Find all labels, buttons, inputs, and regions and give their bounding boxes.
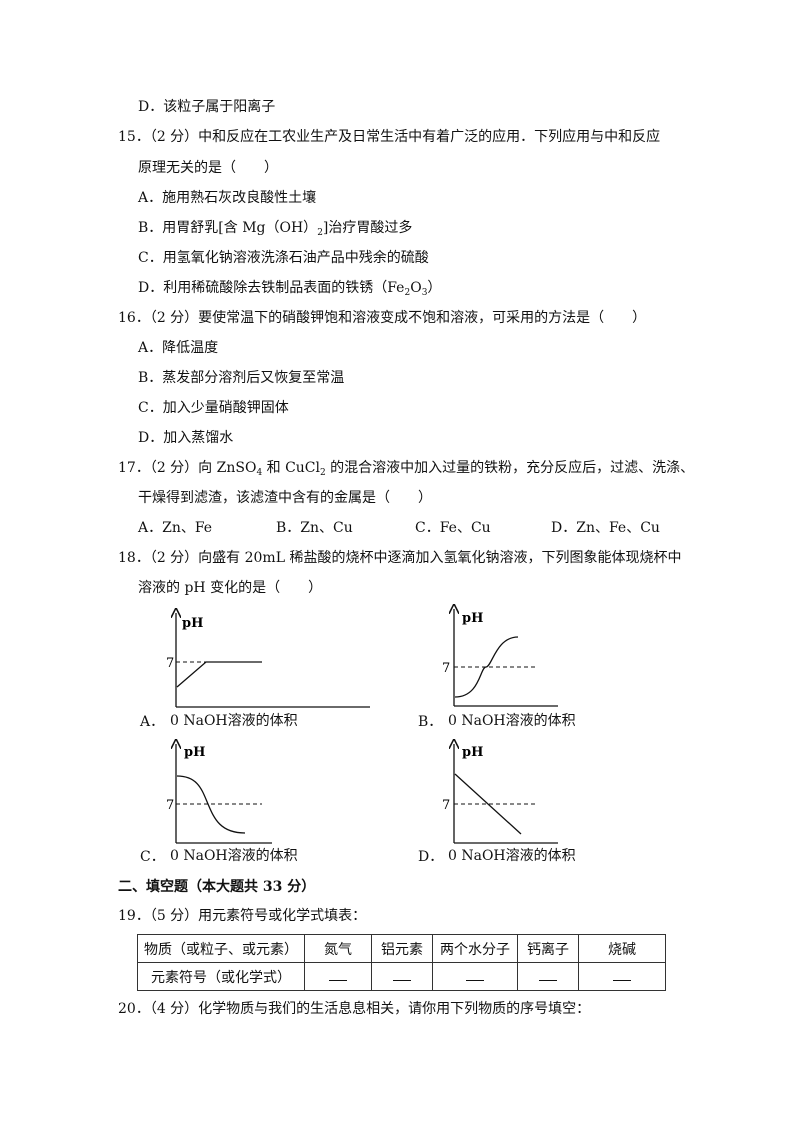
graph-c-xlabel: 0 NaOH溶液的体积	[170, 848, 298, 864]
q14-option-d: D．该粒子属于阳离子	[138, 99, 276, 115]
graph-b-svg: pH 7	[442, 605, 558, 707]
q19-table-header-row: 物质（或粒子、或元素） 氮气 铝元素 两个水分子 钙离子 烧碱	[137, 934, 666, 963]
graph-c-letter: C．	[140, 849, 165, 865]
graph-a-letter: A．	[140, 714, 165, 730]
q15-stem-line2: 原理无关的是（ ）	[138, 160, 278, 176]
q17-stem-line2: 干燥得到滤渣，该滤渣中含有的金属是（ ）	[138, 490, 432, 506]
graph-c-curve	[176, 775, 246, 834]
graph-d-letter: D．	[418, 849, 444, 865]
graph-a-xlabel: 0 NaOH溶液的体积	[170, 713, 298, 729]
q20-stem: 20．（4 分）化学物质与我们的生活息息相关，请你用下列物质的序号填空：	[118, 1001, 591, 1017]
q18-stem-line1: 18．（2 分）向盛有 20mL 稀盐酸的烧杯中逐滴加入氢氧化钠溶液，下列图象能…	[118, 550, 682, 566]
q15-option-a: A．施用熟石灰改良酸性土壤	[138, 190, 317, 206]
q15-option-b: B．用胃舒乳[含 Mg（OH）2]治疗胃酸过多	[138, 220, 413, 238]
q19-cell-aluminum: 铝元素	[371, 934, 433, 963]
q16-option-d: D．加入蒸馏水	[138, 430, 234, 446]
q17-option-b: B．Zn、Cu	[276, 520, 353, 536]
q18-stem-line2: 溶液的 pH 变化的是（ ）	[138, 580, 323, 596]
q19-blank-3[interactable]	[432, 962, 518, 991]
q19-cell-calcium-ion: 钙离子	[517, 934, 579, 963]
graph-c-svg: pH 7	[166, 738, 272, 844]
q19-table-answer-row: 元素符号（或化学式）	[137, 962, 666, 991]
graph-b-ylabel: pH	[462, 611, 483, 626]
q19-blank-4[interactable]	[517, 962, 579, 991]
graph-a-svg: pH 7	[166, 605, 370, 708]
q19-cell-row2-label: 元素符号（或化学式）	[137, 962, 305, 991]
q15-option-d: D．利用稀硫酸除去铁制品表面的铁锈（Fe2O3）	[138, 280, 442, 298]
q16-option-b: B．蒸发部分溶剂后又恢复至常温	[138, 370, 345, 386]
q17-option-a: A．Zn、Fe	[138, 520, 213, 536]
graph-d-xlabel: 0 NaOH溶液的体积	[448, 848, 576, 864]
q16-option-a: A．降低温度	[138, 340, 219, 356]
graph-b: pH 7 B． 0 NaOH溶液的体积	[418, 605, 678, 730]
section-title: 二、填空题（本大题共 33 分）	[118, 879, 316, 895]
q17-option-c: C．Fe、Cu	[415, 520, 491, 536]
graph-a: pH 7 A． 0 NaOH溶液的体积	[140, 605, 400, 730]
q15-option-c: C．用氢氧化钠溶液洗涤石油产品中残余的硫酸	[138, 250, 429, 266]
q17-stem-line1: 17．（2 分）向 ZnSO4 和 CuCl2 的混合溶液中加入过量的铁粉，充分…	[118, 460, 695, 478]
graph-a-seven: 7	[166, 656, 174, 671]
graph-b-xlabel: 0 NaOH溶液的体积	[448, 713, 576, 729]
graph-c: pH 7 C． 0 NaOH溶液的体积	[140, 738, 400, 868]
graph-b-curve	[454, 636, 519, 698]
q19-blank-2[interactable]	[371, 962, 433, 991]
q16-stem: 16．（2 分）要使常温下的硝酸钾饱和溶液变成不饱和溶液，可采用的方法是（ ）	[118, 310, 647, 326]
q19-stem: 19．（5 分）用元素符号或化学式填表：	[118, 908, 367, 924]
q15-stem-line1: 15．（2 分）中和反应在工农业生产及日常生活中有着广泛的应用．下列应用与中和反…	[118, 129, 661, 145]
graph-d: pH 7 D． 0 NaOH溶液的体积	[418, 738, 678, 868]
graph-c-ylabel: pH	[184, 745, 205, 760]
q19-cell-header: 物质（或粒子、或元素）	[137, 934, 305, 963]
q19-cell-two-water: 两个水分子	[432, 934, 518, 963]
q19-cell-caustic-soda: 烧碱	[578, 934, 666, 963]
graph-d-svg: pH 7	[442, 738, 558, 844]
q19-cell-nitrogen: 氮气	[304, 934, 372, 963]
graph-a-curve	[176, 661, 262, 688]
q19-blank-1[interactable]	[304, 962, 372, 991]
q17-option-d: D．Zn、Fe、Cu	[551, 520, 660, 536]
graph-c-seven: 7	[166, 798, 174, 813]
graph-d-curve	[454, 773, 522, 835]
graph-a-ylabel: pH	[182, 616, 203, 631]
q19-table: 物质（或粒子、或元素） 氮气 铝元素 两个水分子 钙离子 烧碱 元素符号（或化学…	[137, 934, 666, 991]
graph-d-ylabel: pH	[462, 745, 483, 760]
graph-d-seven: 7	[442, 798, 450, 813]
graph-b-seven: 7	[442, 661, 450, 676]
graph-b-letter: B．	[418, 714, 443, 730]
q16-option-c: C．加入少量硝酸钾固体	[138, 400, 289, 416]
q19-blank-5[interactable]	[578, 962, 666, 991]
